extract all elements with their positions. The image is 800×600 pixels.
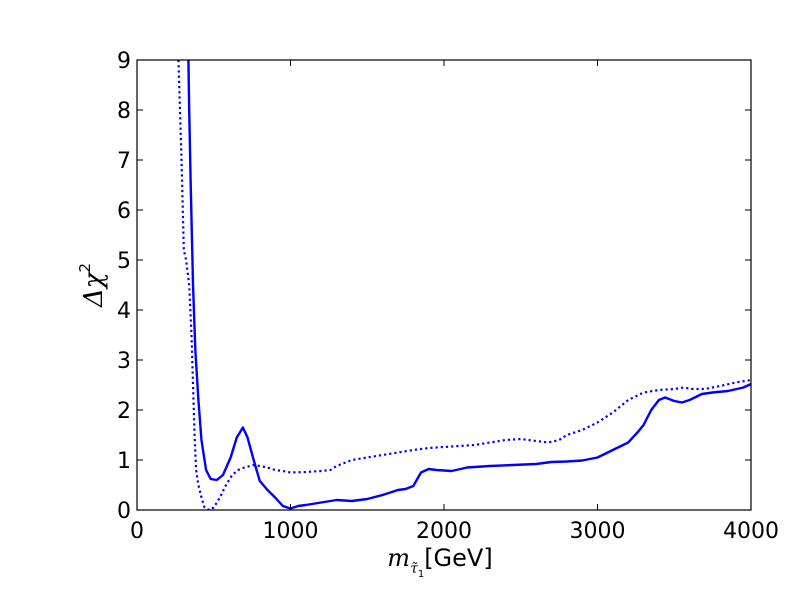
x-tick-label: 2000	[416, 519, 472, 544]
y-tick-label: 6	[117, 199, 131, 224]
x-axis-unit: [GeV]	[424, 544, 493, 572]
y-tick-label: 7	[117, 149, 131, 174]
y-axis-label: Δχ2	[76, 263, 109, 308]
labels-layer: mτ̃1[GeV]Δχ2	[76, 263, 493, 580]
y-tick-label: 5	[117, 249, 131, 274]
y-axis-text: Δχ	[79, 270, 109, 308]
x-axis-subscript: τ̃	[410, 561, 418, 577]
series-layer	[177, 60, 751, 510]
y-tick-label: 3	[117, 349, 131, 374]
x-tick-label: 1000	[263, 519, 319, 544]
x-axis-symbol: m	[387, 544, 410, 572]
y-tick-label: 9	[117, 49, 131, 74]
x-axis-subsubscript: 1	[418, 569, 424, 580]
ticks-layer: 0 1000 2000 3000 4000 0 1 2 3 4 5 6 7 8 9	[117, 49, 779, 544]
y-tick-label: 2	[117, 399, 131, 424]
y-axis-label-group: Δχ2	[76, 263, 109, 308]
y-tick-label: 1	[117, 449, 131, 474]
x-tick-label: 0	[130, 519, 144, 544]
y-tick-label: 8	[117, 99, 131, 124]
x-axis-label: mτ̃1[GeV]	[387, 544, 492, 580]
y-axis-superscript: 2	[76, 263, 94, 273]
x-tick-label: 3000	[570, 519, 626, 544]
plot-frame	[136, 59, 752, 511]
series-line-dotted	[177, 60, 751, 510]
y-tick-label: 4	[117, 299, 131, 324]
x-tick-label: 4000	[723, 519, 779, 544]
series-line-solid	[187, 60, 751, 510]
y-tick-label: 0	[117, 499, 131, 524]
